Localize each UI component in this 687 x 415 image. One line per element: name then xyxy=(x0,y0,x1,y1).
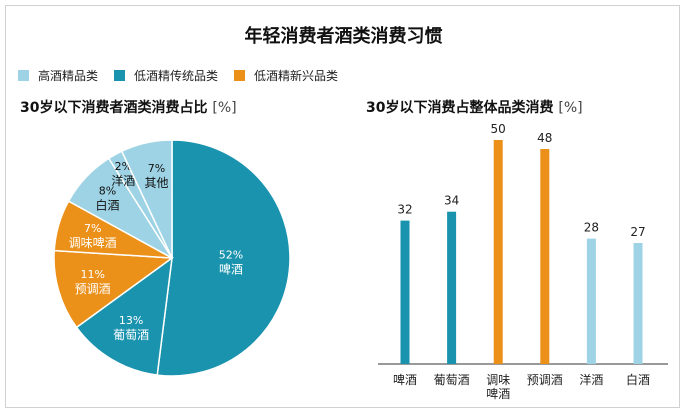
pie-category-label-4: 白酒 xyxy=(95,197,119,212)
bar-title-text: 30岁以下消费占整体品类消费 xyxy=(366,100,554,116)
bar-4 xyxy=(586,238,596,364)
pie-title: 30岁以下消费者酒类消费占比 [%] xyxy=(20,97,237,117)
legend-swatch-emerging xyxy=(234,69,246,81)
bar-category-label-3: 预调酒 xyxy=(527,373,563,387)
legend-item-high-end: 高酒精品类 xyxy=(18,67,98,84)
bar-2 xyxy=(493,140,503,364)
pie-slice-2 xyxy=(53,249,175,329)
bar-category-label-0: 啤酒 xyxy=(393,372,417,387)
pie-value-label-0: 52% xyxy=(219,248,243,261)
bar-title: 30岁以下消费占整体品类消费 [%] xyxy=(366,97,583,117)
bar-value-label-1: 34 xyxy=(444,194,459,208)
pie-value-label-1: 13% xyxy=(119,314,143,327)
legend-swatch-high-end xyxy=(18,69,29,81)
pie-title-text: 30岁以下消费者酒类消费占比 xyxy=(20,100,208,116)
bar-value-label-3: 48 xyxy=(537,131,552,145)
legend: 高酒精品类 低酒精传统品类 低酒精新兴品类 xyxy=(18,66,354,84)
chart-title: 年轻消费者酒类消费习惯 xyxy=(244,26,443,47)
bar-value-label-2: 50 xyxy=(491,122,506,136)
pie-slice-1 xyxy=(75,256,173,376)
pie-value-label-2: 11% xyxy=(80,268,104,281)
bar-category-label-2-1: 啤酒 xyxy=(486,386,510,401)
pie-category-label-0: 啤酒 xyxy=(219,261,243,276)
pie-category-label-5: 洋酒 xyxy=(111,173,135,188)
bar-category-label-2-0: 调味 xyxy=(486,373,510,387)
pie-slice-6 xyxy=(120,139,173,259)
legend-label-emerging: 低酒精新兴品类 xyxy=(254,68,339,83)
pie-value-label-6: 7% xyxy=(148,162,165,175)
pie-value-label-3: 7% xyxy=(84,222,101,235)
legend-swatch-traditional xyxy=(114,69,126,81)
bar-5 xyxy=(633,243,643,364)
bar-category-label-4: 洋酒 xyxy=(579,372,603,387)
bar-value-label-5: 27 xyxy=(630,225,645,239)
bar-title-unit: [%] xyxy=(558,100,583,116)
bar-1 xyxy=(447,211,457,364)
pie-category-label-3: 调味啤酒 xyxy=(69,235,117,250)
pie-title-unit: [%] xyxy=(212,100,237,116)
pie-value-label-4: 8% xyxy=(99,184,116,197)
bar-value-label-4: 28 xyxy=(584,221,599,235)
legend-item-traditional: 低酒精传统品类 xyxy=(114,67,218,84)
bar-category-label-5: 白酒 xyxy=(626,372,650,387)
pie-category-label-1: 葡萄酒 xyxy=(113,328,149,342)
pie-category-label-2: 预调酒 xyxy=(75,282,111,296)
legend-label-high-end: 高酒精品类 xyxy=(38,68,99,83)
legend-item-emerging: 低酒精新兴品类 xyxy=(234,67,338,84)
pie-slice-0 xyxy=(156,139,291,377)
pie-category-label-6: 其他 xyxy=(144,176,168,190)
bar-3 xyxy=(540,149,550,364)
bar-category-label-1: 葡萄酒 xyxy=(434,373,470,387)
legend-label-traditional: 低酒精传统品类 xyxy=(134,68,219,83)
bar-value-label-0: 32 xyxy=(397,203,412,217)
bar-0 xyxy=(400,220,410,364)
